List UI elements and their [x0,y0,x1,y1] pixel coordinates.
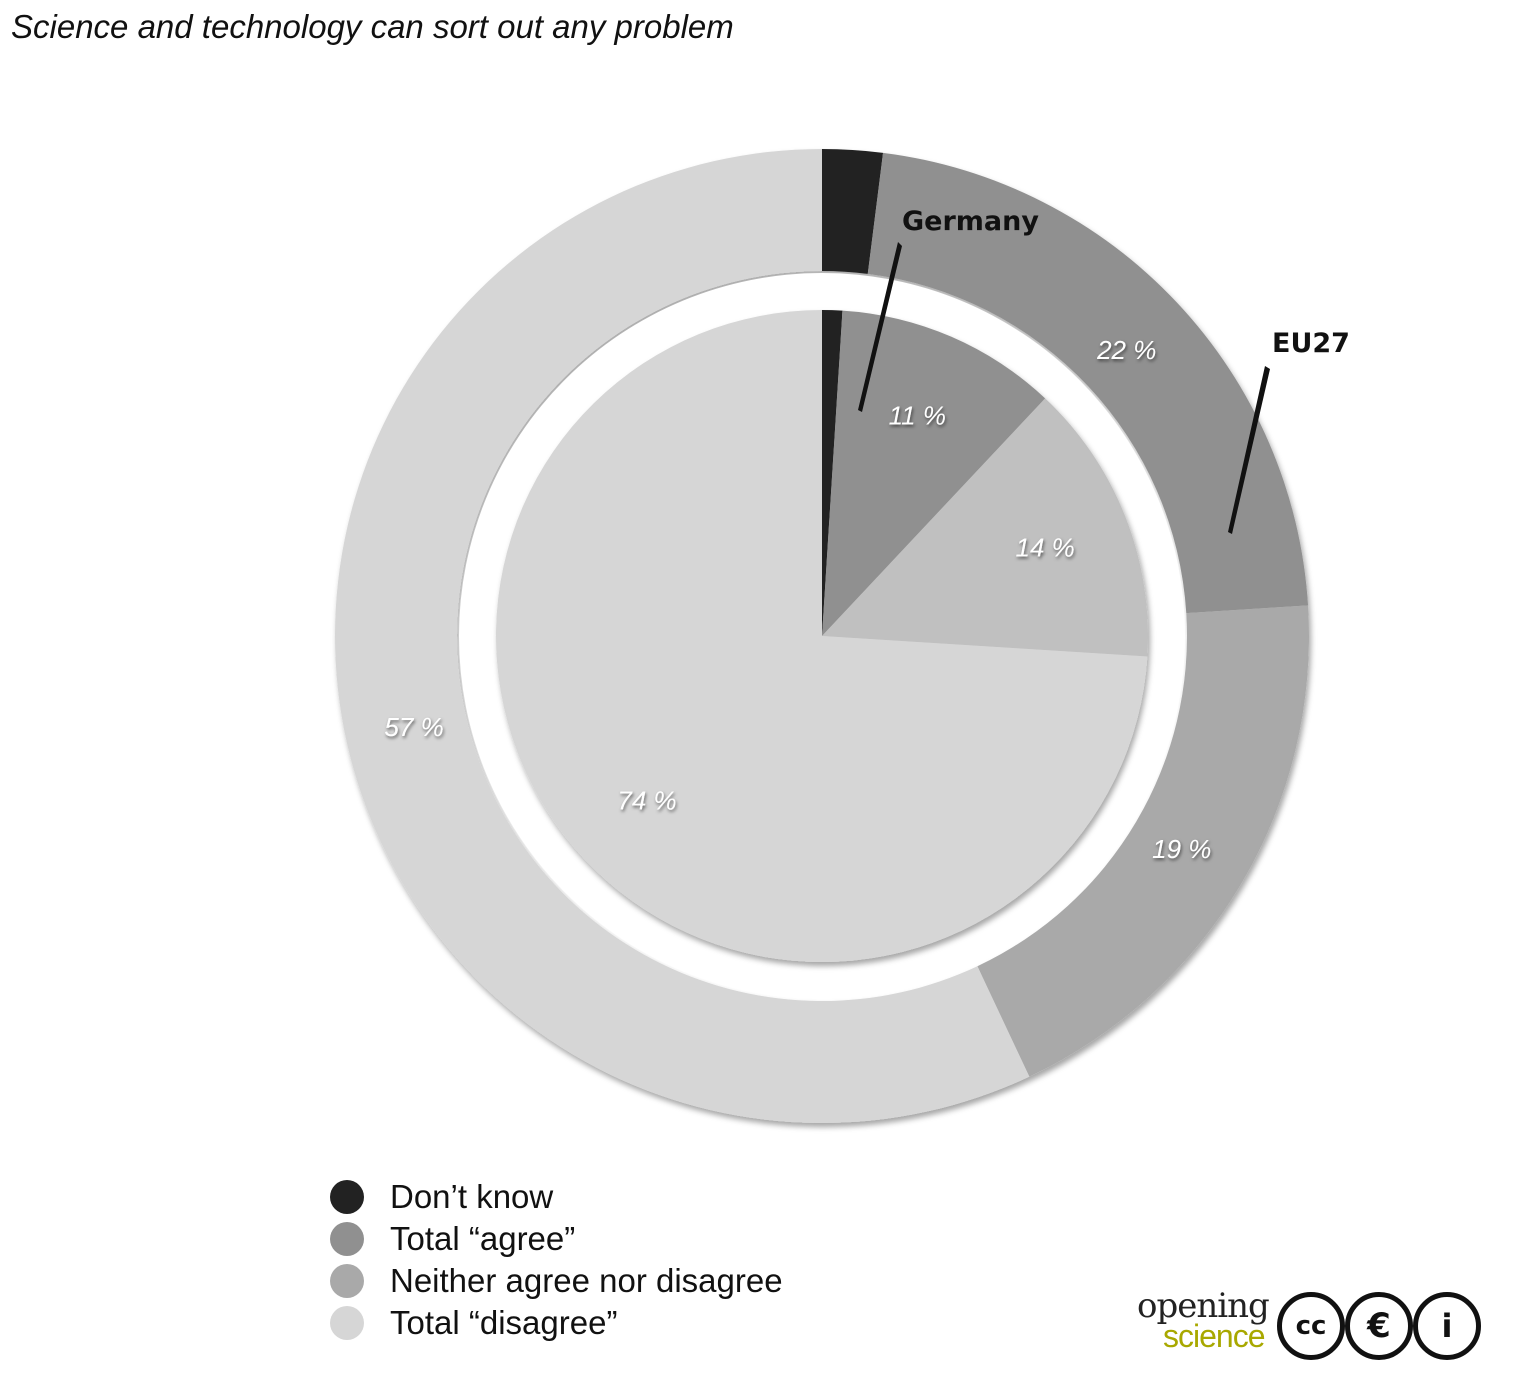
legend-label: Neither agree nor disagree [390,1262,783,1299]
logo-word-opening: opening [1137,1286,1270,1326]
outer-slice-neither [977,605,1309,1077]
legend-item-disagree: Total “disagree” [330,1302,783,1344]
legend-label: Total “disagree” [390,1304,618,1341]
legend-item-dont-know: Don’t know [330,1176,783,1218]
outer-slice-disagree [335,149,1030,1123]
inner-pie-germany [496,310,1148,963]
series-label-eu27: EU27 [1272,328,1350,359]
inner-slice-agree [822,310,1046,636]
legend: Don’t know Total “agree” Neither agree n… [330,1176,783,1344]
chart-title: Science and technology can sort out any … [11,8,734,45]
outer-slice-agree [867,152,1309,614]
series-label-germany: Germany [902,206,1039,237]
legend-label: Total “agree” [390,1220,576,1257]
outer-slice-label-disagree: 57 % [384,712,443,742]
legend-swatch [330,1180,364,1214]
inner-slice-neither [822,398,1148,657]
legend-swatch [330,1222,364,1256]
legend-swatch [330,1264,364,1298]
outer-slice-dont-know [822,149,884,274]
inner-slice-label-agree: 11 % [889,401,946,431]
inner-slice-dont-know [822,310,843,636]
germany-pointer [858,242,902,412]
attribution-icon: i [1413,1292,1481,1360]
outer-slice-label-agree: 22 % [1096,335,1156,365]
eu27-pointer [1228,366,1270,534]
slice-labels: 22 % 19 % 57 % 11 % 14 % 74 % [384,335,1211,864]
legend-swatch [330,1306,364,1340]
inner-slice-label-disagree: 74 % [617,785,676,815]
logo-word-science: science [1163,1318,1265,1354]
outer-ring-eu27 [335,149,1309,1123]
inner-slice-disagree [496,310,1148,963]
legend-label: Don’t know [390,1178,554,1215]
legend-item-neither: Neither agree nor disagree [330,1260,783,1302]
cc-icon: cc [1277,1292,1345,1360]
outer-slice-label-neither: 19 % [1152,834,1211,864]
noncommercial-icon: € [1345,1292,1413,1360]
opening-science-logo: opening science cc € i [1135,1286,1481,1362]
inner-slice-label-neither: 14 % [1016,533,1075,563]
legend-item-agree: Total “agree” [330,1218,783,1260]
